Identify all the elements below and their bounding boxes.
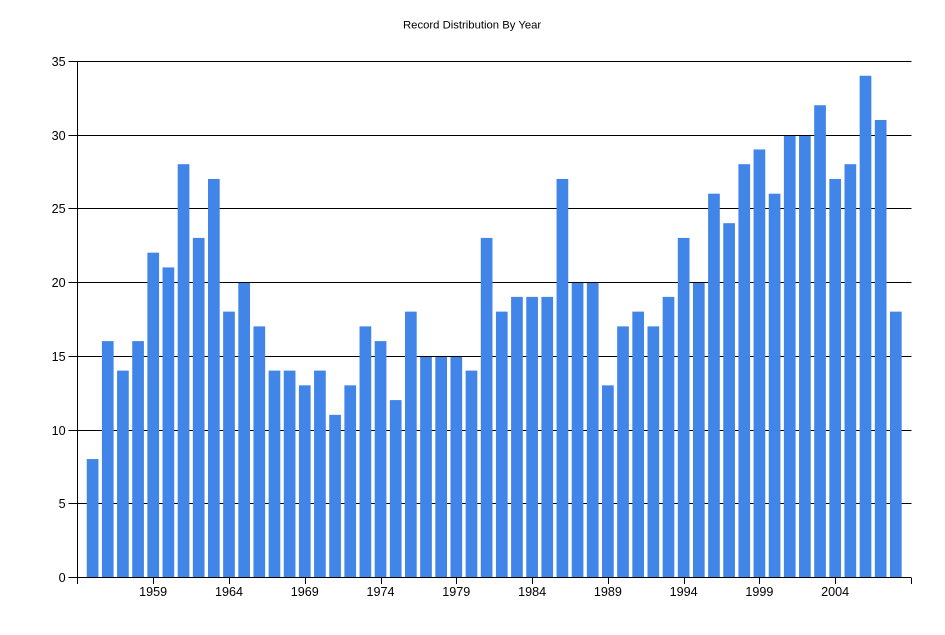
svg-text:1984: 1984 [518,585,546,599]
svg-text:1999: 1999 [745,585,773,599]
svg-text:35: 35 [52,55,66,69]
svg-text:15: 15 [52,350,66,364]
svg-text:Record Distribution By Year: Record Distribution By Year [403,20,541,32]
svg-text:0: 0 [59,571,66,585]
svg-text:10: 10 [52,424,66,438]
svg-text:1974: 1974 [366,585,394,599]
svg-text:25: 25 [52,202,66,216]
svg-text:1994: 1994 [670,585,698,599]
svg-text:20: 20 [52,276,66,290]
svg-text:30: 30 [52,129,66,143]
svg-text:1964: 1964 [215,585,243,599]
svg-text:1979: 1979 [442,585,470,599]
svg-text:2004: 2004 [821,585,849,599]
svg-text:5: 5 [59,497,66,511]
svg-text:1969: 1969 [291,585,319,599]
svg-text:1989: 1989 [594,585,622,599]
svg-text:1959: 1959 [139,585,167,599]
